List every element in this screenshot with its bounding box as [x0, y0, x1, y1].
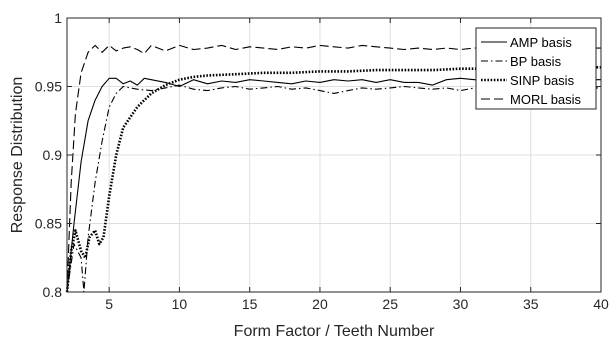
- legend-label: SINP basis: [510, 73, 575, 88]
- y-tick-label: 0.95: [35, 79, 62, 95]
- legend-label: AMP basis: [510, 35, 572, 50]
- x-tick-label: 25: [382, 296, 398, 312]
- y-axis-ticks: 0.8 0.85 0.9 0.95 1: [35, 10, 601, 300]
- y-tick-label: 0.9: [43, 147, 63, 163]
- series-line-1: [66, 84, 601, 293]
- x-tick-label: 15: [242, 296, 258, 312]
- legend-label: MORL basis: [510, 92, 582, 107]
- x-axis-ticks: 5 10 15 20 25 30 35 40: [105, 18, 609, 312]
- y-tick-label: 0.85: [35, 216, 62, 232]
- x-tick-label: 10: [172, 296, 188, 312]
- x-tick-label: 20: [312, 296, 328, 312]
- legend-label: BP basis: [510, 54, 562, 69]
- x-tick-label: 30: [453, 296, 469, 312]
- y-axis-label: Response Distribution: [9, 77, 26, 234]
- x-tick-label: 35: [523, 296, 539, 312]
- x-axis-label: Form Factor / Teeth Number: [234, 323, 435, 340]
- y-tick-label: 0.8: [43, 284, 63, 300]
- legend: AMP basis BP basis SINP basis MORL basis: [475, 27, 597, 110]
- y-tick-label: 1: [54, 10, 62, 26]
- x-tick-label: 5: [105, 296, 113, 312]
- x-tick-label: 40: [593, 296, 609, 312]
- series-line-2: [65, 66, 601, 293]
